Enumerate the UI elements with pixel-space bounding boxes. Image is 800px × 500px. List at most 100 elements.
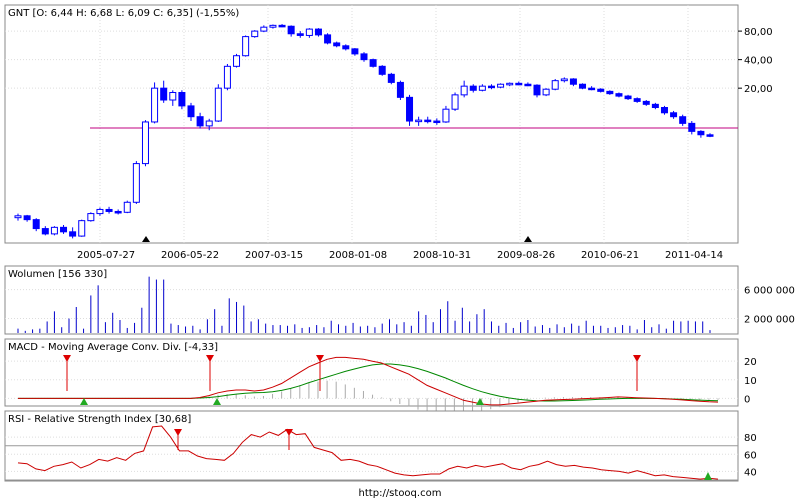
rsi-panel: RSI - Relative Strength Index [30,68] 80… <box>4 410 757 482</box>
candle-body <box>360 53 368 61</box>
candle-body <box>524 83 532 87</box>
x-tick-label: 2007-03-15 <box>245 250 303 261</box>
candle-body <box>296 33 304 36</box>
candle-body <box>569 78 577 85</box>
candle-body <box>378 65 386 75</box>
candle-body <box>141 121 149 165</box>
candle-body <box>460 85 468 96</box>
candle-body <box>169 92 177 101</box>
buy-signal-icon <box>213 398 221 405</box>
buy-signal-icon <box>704 472 712 480</box>
candle-body <box>588 87 596 91</box>
candle-body <box>533 84 541 96</box>
y-tick-label: 60 <box>744 450 757 461</box>
candle-body <box>597 88 605 92</box>
candle-body <box>451 94 459 110</box>
time-marker-icon <box>524 236 532 242</box>
candle-body <box>151 87 159 123</box>
candle-body <box>660 107 668 114</box>
x-tick-label: 2011-04-14 <box>665 250 723 261</box>
price-panel-frame <box>4 4 739 244</box>
candle-body <box>515 82 523 86</box>
price-x-ticks: 2005-07-27 2006-05-22 2007-03-15 2008-01-08… <box>77 250 723 261</box>
candle-body <box>223 65 231 89</box>
y-tick-label: 40 <box>744 467 757 478</box>
x-tick-label: 2006-05-22 <box>161 250 219 261</box>
candle-body <box>123 201 131 213</box>
sell-signal-icon <box>174 429 182 436</box>
candle-body <box>487 85 495 89</box>
y-tick-label: 2 000 000 <box>744 315 795 326</box>
candle-body <box>160 87 168 101</box>
candle-body <box>606 90 614 95</box>
sell-signal-icon <box>316 355 324 362</box>
candle-body <box>406 96 414 122</box>
sell-signal-icon <box>285 429 293 436</box>
x-tick-label: 2008-01-08 <box>329 250 387 261</box>
candle-body <box>278 24 286 28</box>
candle-body <box>396 81 404 98</box>
footer-link[interactable]: http://stooq.com <box>359 488 442 499</box>
macd-panel-title: MACD - Moving Average Conv. Div. [-4,33] <box>8 342 218 353</box>
candle-body <box>506 82 514 86</box>
candle-body <box>651 103 659 109</box>
volume-panel-frame <box>4 265 739 335</box>
price-y-ticks: 80,00 40,00 20,00 <box>738 27 773 95</box>
sell-signal-icon <box>633 355 641 362</box>
candle-body <box>251 30 259 38</box>
volume-panel-title: Wolumen [156 330] <box>8 269 107 280</box>
y-tick-label: 80 <box>744 433 757 444</box>
candle-body <box>342 45 350 50</box>
candle-body <box>615 93 623 97</box>
x-tick-label: 2005-07-27 <box>77 250 135 261</box>
candle-body <box>114 210 122 214</box>
volume-bars <box>17 276 711 333</box>
candle-body <box>670 112 678 118</box>
y-tick-label: 20 <box>744 357 757 368</box>
y-tick-label: 10 <box>744 376 757 387</box>
candle-body <box>442 108 450 123</box>
candle-body <box>333 42 341 47</box>
candle-body <box>624 95 632 100</box>
y-tick-label: 20,00 <box>744 84 773 95</box>
candle-body <box>23 215 31 221</box>
candle-body <box>41 228 49 235</box>
candle-body <box>242 36 250 57</box>
candle-body <box>433 120 441 124</box>
candle-body <box>369 59 377 67</box>
macd-panel: MACD - Moving Average Conv. Div. [-4,33]… <box>4 338 757 414</box>
price-panel-title: GNT [O: 6,44 H: 6,68 L: 6,09 C: 6,35] (-… <box>8 8 239 19</box>
price-panel: GNT [O: 6,44 H: 6,68 L: 6,09 C: 6,35] (-… <box>4 4 773 261</box>
macd-panel-frame <box>4 338 739 407</box>
candle-body <box>679 116 687 124</box>
candle-body <box>542 88 550 96</box>
candle-body <box>706 134 714 137</box>
candle-body <box>314 28 322 36</box>
buy-signal-icon <box>476 398 484 405</box>
x-tick-label: 2008-10-31 <box>413 250 471 261</box>
candle-body <box>551 80 559 90</box>
candle-body <box>178 92 186 107</box>
y-tick-label: 6 000 000 <box>744 286 795 297</box>
sell-signal-icon <box>63 355 71 362</box>
candle-body <box>424 119 432 123</box>
volume-panel: Wolumen [156 330] 6 000 000 2 000 000 <box>4 265 795 335</box>
candle-body <box>324 34 332 44</box>
candle-body <box>469 85 477 91</box>
buy-signal-icon <box>80 398 88 405</box>
candle-body <box>187 105 195 118</box>
candle-body <box>196 116 204 127</box>
candle-body <box>560 78 568 82</box>
candle-body <box>60 226 68 233</box>
candle-body <box>269 24 277 28</box>
candle-body <box>287 25 295 35</box>
candle-body <box>697 130 705 136</box>
rsi-grid: 80 60 40 <box>5 433 757 481</box>
x-tick-label: 2009-08-26 <box>497 250 555 261</box>
candle-body <box>351 48 359 55</box>
candle-body <box>260 26 268 32</box>
candle-body <box>305 28 313 36</box>
sell-signal-icon <box>206 355 214 362</box>
candle-body <box>14 215 22 219</box>
